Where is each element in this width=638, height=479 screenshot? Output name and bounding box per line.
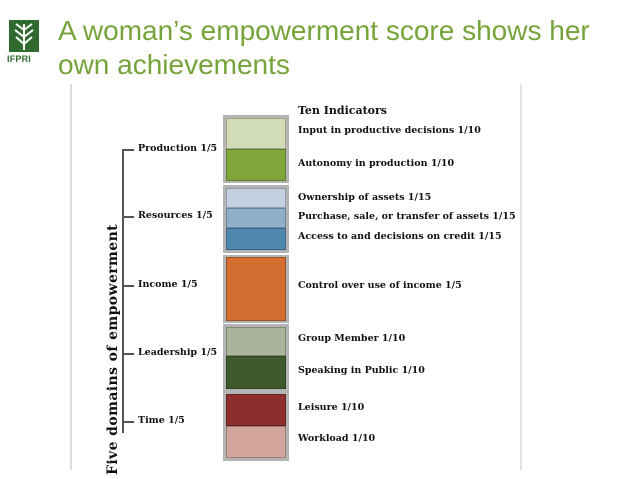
- vertical-axis-label: Five domains of empowerment: [105, 223, 121, 475]
- indicator-label: Ownership of assets 1/15: [298, 192, 432, 203]
- domain-label: Production 1/5: [138, 143, 218, 154]
- indicator-block: [226, 208, 286, 228]
- indicator-block: [226, 356, 286, 389]
- domain-tick: [122, 216, 134, 218]
- domain-tick: [122, 149, 134, 151]
- indicator-label: Control over use of income 1/5: [298, 280, 462, 291]
- indicator-label: Group Member 1/10: [298, 333, 406, 344]
- indicator-block: [226, 149, 286, 181]
- indicators-heading: Ten Indicators: [298, 104, 387, 117]
- empowerment-diagram: Five domains of empowerment Production 1…: [70, 84, 522, 475]
- indicator-block: [226, 188, 286, 208]
- indicator-label: Speaking in Public 1/10: [298, 365, 425, 376]
- indicator-block: [226, 257, 286, 321]
- ifpri-logo: IFPRI: [7, 18, 41, 66]
- indicator-label: Leisure 1/10: [298, 402, 365, 413]
- leaf-icon: [9, 20, 39, 52]
- domain-label: Resources 1/5: [138, 210, 213, 221]
- domain-tick: [122, 285, 134, 287]
- indicator-block: [226, 118, 286, 149]
- figure-edge-right: [520, 84, 522, 470]
- indicator-label: Purchase, sale, or transfer of assets 1/…: [298, 211, 516, 222]
- indicator-label: Input in productive decisions 1/10: [298, 125, 481, 136]
- domain-tick: [122, 421, 134, 423]
- indicator-label: Workload 1/10: [298, 433, 376, 444]
- domain-label: Time 1/5: [138, 415, 185, 426]
- logo-text: IFPRI: [7, 54, 32, 64]
- indicator-block: [226, 228, 286, 250]
- indicator-block: [226, 426, 286, 458]
- indicator-block: [226, 394, 286, 426]
- indicator-block: [226, 327, 286, 356]
- domain-tick: [122, 353, 134, 355]
- slide-title: A woman’s empowerment score shows her ow…: [58, 15, 590, 80]
- domain-bracket: [122, 151, 124, 433]
- indicator-label: Autonomy in production 1/10: [298, 158, 455, 169]
- figure-edge-left: [70, 84, 72, 470]
- domain-label: Income 1/5: [138, 279, 198, 290]
- domain-label: Leadership 1/5: [138, 347, 218, 358]
- indicator-label: Access to and decisions on credit 1/15: [298, 231, 502, 242]
